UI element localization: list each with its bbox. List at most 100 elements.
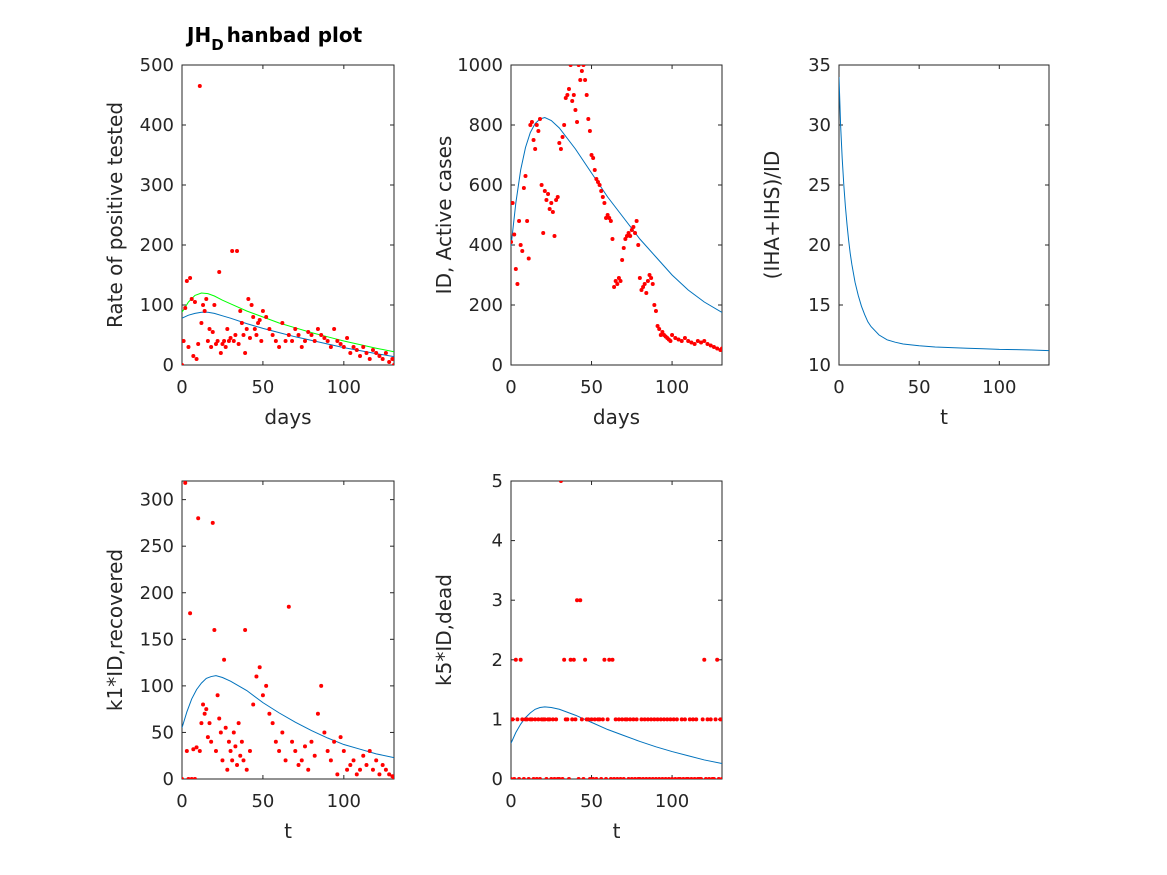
y-tick-label: 50	[151, 722, 174, 743]
data-point	[639, 717, 644, 722]
data-point	[338, 735, 343, 740]
data-point	[547, 717, 552, 722]
data-point	[653, 309, 658, 313]
x-tick-label: 50	[580, 377, 603, 398]
data-point	[196, 342, 201, 346]
data-point	[215, 339, 220, 343]
data-point	[521, 777, 526, 779]
data-point	[358, 767, 363, 772]
x-axis-label: days	[264, 405, 311, 429]
data-point	[513, 657, 518, 662]
data-point	[550, 210, 555, 214]
data-point	[655, 717, 660, 722]
data-point	[252, 327, 257, 331]
y-tick-label: 100	[140, 295, 174, 316]
data-point	[594, 777, 599, 779]
data-point	[257, 665, 262, 670]
data-point	[299, 758, 304, 763]
data-point	[542, 189, 547, 193]
data-point	[182, 339, 186, 343]
data-point	[207, 721, 212, 726]
data-point	[354, 348, 359, 352]
data-point	[560, 135, 565, 139]
data-point	[233, 744, 238, 749]
y-tick-label: 300	[140, 490, 174, 511]
data-point	[364, 351, 369, 355]
fit-curve-1	[511, 116, 722, 313]
data-point	[517, 219, 522, 223]
data-point	[613, 279, 618, 283]
y-tick-label: 300	[140, 175, 174, 196]
data-point	[570, 717, 575, 722]
data-point	[612, 285, 617, 289]
data-point	[260, 693, 265, 698]
data-point	[557, 777, 562, 779]
plot-area	[511, 481, 722, 779]
x-tick-label: 100	[982, 377, 1016, 398]
data-point	[668, 717, 673, 722]
subplot-4: 0 50 100 0 50 100 150 200 250 300 t k1*ID,recovered	[103, 480, 395, 843]
data-point	[183, 481, 188, 485]
data-point	[306, 330, 311, 334]
data-point	[233, 333, 238, 337]
x-axis-label: t	[940, 405, 948, 429]
data-point	[197, 84, 202, 88]
data-point	[184, 279, 189, 283]
data-point	[583, 78, 588, 82]
data-point	[296, 763, 301, 768]
data-point	[637, 777, 642, 779]
x-tick-label: 50	[251, 791, 274, 812]
data-point	[367, 749, 372, 754]
data-point	[670, 333, 675, 337]
data-point	[649, 717, 654, 722]
data-point	[641, 777, 646, 779]
data-point	[534, 777, 539, 779]
plot-area	[182, 84, 394, 365]
data-point	[238, 309, 243, 313]
data-point	[586, 717, 591, 722]
data-point	[191, 747, 196, 752]
data-point	[230, 249, 235, 253]
data-point	[228, 749, 233, 754]
data-point	[202, 309, 207, 313]
data-point	[537, 117, 542, 121]
data-point	[602, 657, 607, 662]
data-point	[637, 276, 642, 280]
data-point	[280, 321, 285, 325]
y-tick-label: 20	[808, 235, 831, 256]
data-point	[587, 777, 592, 779]
data-point	[183, 306, 188, 310]
data-point	[652, 303, 657, 307]
plot-area	[511, 65, 722, 352]
data-point	[658, 717, 663, 722]
data-point	[636, 243, 641, 247]
data-point	[205, 735, 210, 740]
data-point	[610, 657, 615, 662]
data-point	[687, 717, 692, 722]
data-point	[592, 717, 597, 722]
data-point	[607, 657, 612, 662]
data-point	[518, 657, 523, 662]
x-tick-label: 100	[327, 791, 361, 812]
data-point	[716, 777, 721, 779]
data-point	[713, 717, 718, 722]
data-point	[189, 297, 194, 301]
fit-curve-1	[839, 76, 1049, 352]
data-point	[686, 777, 691, 779]
data-point	[217, 270, 222, 274]
data-point	[707, 777, 712, 779]
data-point	[679, 717, 684, 722]
y-axis-label: Rate of positive tested	[103, 102, 127, 328]
y-tick-label: 100	[140, 676, 174, 697]
data-point	[689, 777, 694, 779]
data-point	[226, 339, 231, 343]
y-tick-label: 500	[140, 55, 174, 76]
data-point	[182, 363, 184, 365]
data-point	[647, 777, 652, 779]
data-point	[534, 123, 539, 127]
y-tick-label: 5	[492, 471, 503, 492]
data-point	[554, 717, 559, 722]
y-tick-label: 0	[163, 769, 174, 790]
